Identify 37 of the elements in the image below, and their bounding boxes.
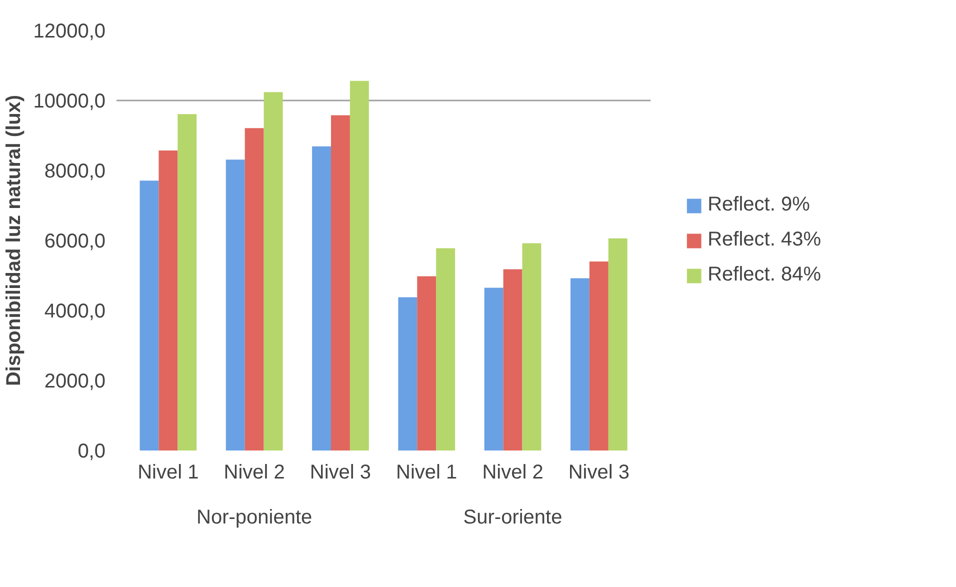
bar [244,128,264,450]
y-tick-label: 6000,0 [44,230,106,252]
bar [226,160,245,450]
bar [484,288,504,450]
bar [350,80,369,450]
bar [178,114,197,450]
y-tick-label: 4000,0 [44,300,106,322]
bar [312,146,331,450]
y-tick-label: 0,0 [78,440,106,462]
legend-label: Reflect. 9% [708,194,810,216]
legend-label: Reflect. 43% [708,228,821,252]
text: Sur-oriente [463,506,562,528]
x-tick-label: Nivel 1 [138,462,199,484]
y-tick-label: 10000,0 [33,90,106,112]
y-tick-label: 8000,0 [44,160,106,182]
y-axis-title: Disponibilidad luz natural (lux) [3,94,26,386]
x-tick-label: Nivel 2 [482,462,544,484]
text: Nor-poniente [196,506,312,528]
bar [570,278,590,450]
y-tick-label: 12000,0 [33,20,106,42]
bar [331,115,350,450]
bar [503,269,522,450]
bar [608,238,628,450]
bar [436,248,456,450]
x-tick-label: Nivel 1 [396,462,458,484]
x-tick-label: Nivel 3 [310,462,372,484]
bar [417,276,436,450]
bar [140,180,159,450]
y-tick-label: 2000,0 [44,370,106,392]
bar [158,150,178,450]
x-tick-label: Nivel 3 [568,462,630,484]
bar [522,243,542,450]
bar [589,262,608,450]
bar [264,92,283,450]
bar [398,297,418,450]
legend-label: Reflect. 84% [708,264,821,286]
x-tick-label: Nivel 2 [224,462,285,484]
